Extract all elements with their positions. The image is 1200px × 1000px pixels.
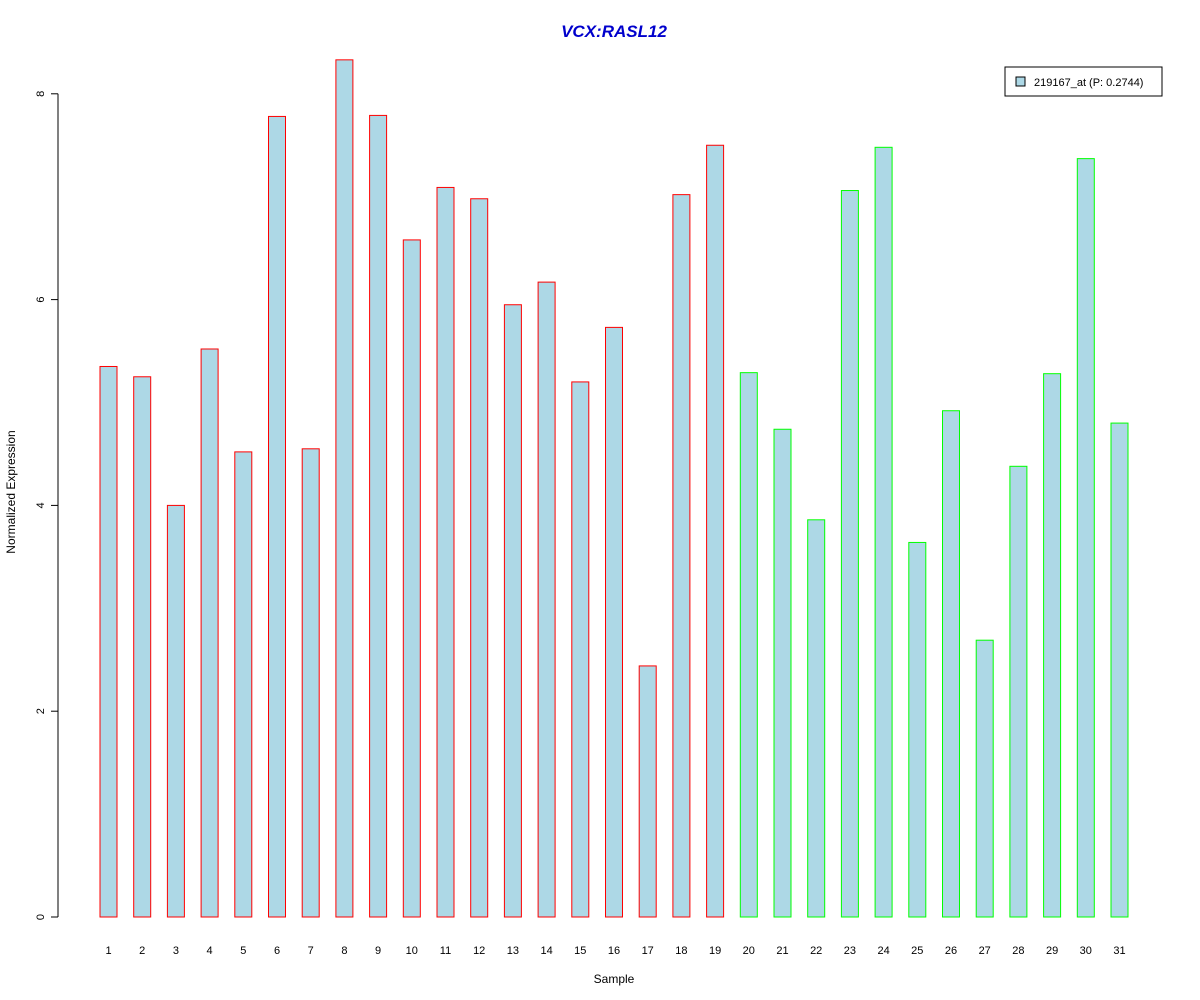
bar-sample-18: [672, 194, 691, 918]
bar-sample-3: [166, 504, 185, 918]
legend-label: 219167_at (P: 0.2744): [1034, 77, 1143, 89]
x-tick-label: 19: [709, 945, 721, 957]
x-tick-label: 6: [274, 945, 280, 957]
x-tick-label: 1: [105, 945, 111, 957]
x-tick-label: 22: [810, 945, 822, 957]
bar-sample-13: [503, 304, 522, 918]
y-tick-label: 8: [35, 91, 47, 97]
x-tick-label: 31: [1113, 945, 1125, 957]
x-tick-label: 27: [979, 945, 991, 957]
bar-sample-15: [571, 381, 590, 918]
legend-box: [1004, 66, 1163, 97]
bars: [99, 59, 1129, 918]
x-tick-label: 16: [608, 945, 620, 957]
bar-sample-7: [301, 448, 320, 918]
x-tick-label: 2: [139, 945, 145, 957]
x-tick-label: 21: [776, 945, 788, 957]
bar-sample-8: [335, 59, 354, 918]
bar-sample-26: [942, 410, 960, 918]
x-tick-label: 7: [308, 945, 314, 957]
bar-sample-11: [436, 186, 455, 918]
bar-sample-5: [234, 451, 253, 918]
bar-sample-22: [807, 519, 826, 918]
y-axis: 0 2 4 6 8: [35, 91, 59, 920]
x-tick-label: 10: [406, 945, 418, 957]
legend: 219167_at (P: 0.2744): [1004, 66, 1163, 97]
x-tick-label: 12: [473, 945, 485, 957]
bar-sample-20: [739, 372, 758, 918]
x-tick-label: 15: [574, 945, 586, 957]
bar-sample-28: [1009, 465, 1028, 918]
bar-sample-10: [402, 239, 421, 918]
bar-sample-9: [369, 114, 388, 918]
y-axis-label: Normalized Expression: [4, 430, 18, 553]
x-tick-label: 8: [341, 945, 347, 957]
bar-sample-29: [1043, 373, 1062, 918]
bar-sample-6: [268, 115, 286, 918]
bar-sample-24: [874, 146, 893, 918]
x-tick-label: 13: [507, 945, 519, 957]
bar-sample-2: [133, 376, 152, 918]
bar-sample-23: [840, 190, 859, 918]
bar-sample-12: [470, 198, 489, 918]
x-tick-label: 14: [540, 945, 552, 957]
x-tick-label: 18: [675, 945, 687, 957]
chart-title: VCX:RASL12: [561, 22, 667, 41]
bar-sample-25: [908, 541, 927, 918]
x-tick-label: 11: [440, 945, 451, 957]
x-tick-labels: 1 2 3 4 5 6 7 8 9 10 11 12 13 14 15 16 17 18 19 20 21 22 23 24 2…: [105, 945, 1125, 957]
x-tick-label: 30: [1080, 945, 1092, 957]
x-axis-label: Sample: [594, 972, 635, 986]
bar-sample-27: [975, 639, 994, 918]
bar-sample-4: [200, 348, 219, 918]
x-tick-label: 9: [375, 945, 381, 957]
x-tick-label: 4: [207, 945, 213, 957]
y-tick-label: 2: [35, 708, 47, 714]
bar-sample-1: [99, 365, 118, 918]
y-tick-label: 0: [35, 914, 47, 920]
x-tick-label: 25: [911, 945, 923, 957]
y-tick-label: 6: [35, 297, 47, 303]
x-tick-label: 20: [743, 945, 755, 957]
bar-sample-21: [773, 428, 792, 918]
bar-sample-14: [537, 281, 556, 918]
bar-sample-17: [638, 665, 657, 918]
bar-sample-19: [706, 144, 725, 918]
x-tick-label: 5: [240, 945, 246, 957]
x-tick-label: 29: [1046, 945, 1058, 957]
x-tick-label: 28: [1012, 945, 1024, 957]
legend-swatch: [1015, 76, 1026, 87]
y-tick-label: 4: [35, 502, 47, 508]
bar-sample-16: [605, 326, 623, 918]
x-tick-label: 26: [945, 945, 957, 957]
bar-sample-30: [1076, 158, 1095, 918]
x-tick-label: 17: [642, 945, 654, 957]
x-tick-label: 3: [173, 945, 179, 957]
bar-sample-31: [1110, 422, 1129, 918]
x-tick-label: 23: [844, 945, 856, 957]
x-tick-label: 24: [877, 945, 889, 957]
